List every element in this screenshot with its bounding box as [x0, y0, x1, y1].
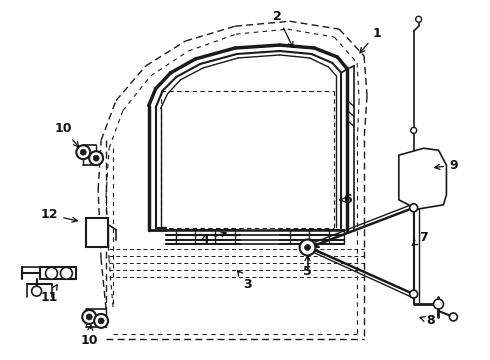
Text: 5: 5 — [303, 256, 312, 278]
Text: 8: 8 — [420, 314, 435, 327]
Circle shape — [32, 286, 42, 296]
Text: 11: 11 — [41, 285, 58, 303]
Circle shape — [82, 310, 96, 324]
Circle shape — [416, 16, 421, 22]
Text: 10: 10 — [55, 122, 78, 147]
Circle shape — [60, 267, 73, 279]
Circle shape — [410, 204, 417, 212]
Circle shape — [86, 314, 92, 320]
Circle shape — [449, 313, 457, 321]
Circle shape — [89, 151, 103, 165]
Bar — [86, 218, 108, 247]
Text: 12: 12 — [41, 208, 77, 222]
Circle shape — [299, 239, 316, 255]
Text: 2: 2 — [273, 10, 293, 47]
Circle shape — [305, 244, 311, 251]
Circle shape — [80, 149, 86, 155]
Circle shape — [94, 314, 108, 328]
Text: 9: 9 — [435, 159, 458, 172]
Text: 10: 10 — [80, 325, 98, 347]
Circle shape — [410, 290, 417, 298]
Circle shape — [46, 267, 57, 279]
Text: 4: 4 — [201, 232, 226, 246]
Text: 3: 3 — [238, 271, 252, 291]
Circle shape — [305, 243, 315, 252]
Text: 7: 7 — [412, 231, 428, 245]
Circle shape — [411, 127, 416, 133]
Circle shape — [93, 155, 99, 161]
Circle shape — [98, 318, 104, 324]
Text: 6: 6 — [340, 193, 351, 206]
Polygon shape — [399, 148, 446, 210]
Circle shape — [434, 299, 443, 309]
Circle shape — [76, 145, 90, 159]
Text: 1: 1 — [360, 27, 381, 53]
